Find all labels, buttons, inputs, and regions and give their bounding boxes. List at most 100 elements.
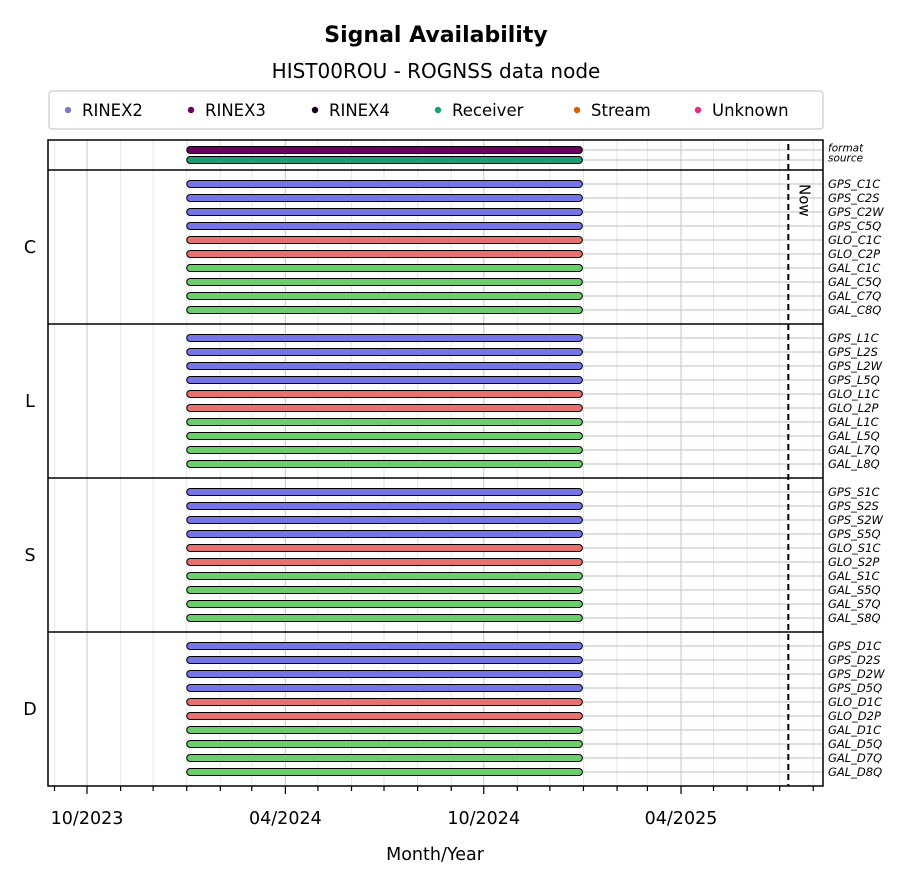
bar-gps_d2w — [186, 670, 583, 678]
row-label-source: source — [828, 153, 863, 165]
row-label-gps_c5q: GPS_C5Q — [828, 219, 881, 233]
bar-gps_c2s — [186, 194, 583, 202]
bar-gps_d2s — [186, 656, 583, 664]
bar-glo_l2p — [186, 404, 583, 412]
bar-gps_c5q — [186, 222, 583, 230]
bar-gal_l5q — [186, 432, 583, 440]
row-label-gal_d8q: GAL_D8Q — [828, 765, 882, 779]
row-label-gal_c5q: GAL_C5Q — [828, 275, 881, 289]
x-tick-label: 04/2025 — [645, 809, 718, 829]
bar-gal_c7q — [186, 292, 583, 300]
bar-gal_l8q — [186, 460, 583, 468]
legend-marker-stream — [573, 106, 581, 114]
row-label-gps_d2w: GPS_D2W — [828, 667, 885, 681]
row-label-gps_l5q: GPS_L5Q — [828, 373, 880, 387]
bar-gps_l5q — [186, 376, 583, 384]
row-label-gal_c8q: GAL_C8Q — [828, 303, 881, 317]
x-axis-label: Month/Year — [386, 845, 485, 865]
group-label-l: L — [25, 392, 35, 412]
row-label-gal_s7q: GAL_S7Q — [828, 597, 881, 611]
bar-gps_d5q — [186, 684, 583, 692]
bar-gal_s8q — [186, 614, 583, 622]
legend-label-receiver: Receiver — [452, 101, 524, 120]
group-separators — [48, 169, 823, 633]
bar-glo_s2p — [186, 558, 583, 566]
row-label-gal_d1c: GAL_D1C — [828, 723, 881, 737]
row-label-gps_s5q: GPS_S5Q — [828, 527, 881, 541]
row-label-gps_d5q: GPS_D5Q — [828, 681, 882, 695]
bar-gps_l1c — [186, 334, 583, 342]
row-label-gal_s1c: GAL_S1C — [828, 569, 880, 583]
x-tick-label: 10/2023 — [51, 809, 124, 829]
now-label: Now — [795, 184, 813, 217]
bar-gps_d1c — [186, 642, 583, 650]
row-label-gps_s1c: GPS_S1C — [828, 485, 880, 499]
group-label-s: S — [24, 546, 35, 566]
row-label-gal_l7q: GAL_L7Q — [828, 443, 880, 457]
row-label-gal_d5q: GAL_D5Q — [828, 737, 882, 751]
row-label-gps_c2w: GPS_C2W — [828, 205, 884, 219]
bars — [186, 146, 583, 776]
bar-gps_c2w — [186, 208, 583, 216]
row-label-gal_s5q: GAL_S5Q — [828, 583, 881, 597]
bar-gal_d8q — [186, 768, 583, 776]
row-label-glo_c2p: GLO_C2P — [828, 247, 880, 261]
bar-glo_d2p — [186, 712, 583, 720]
legend: RINEX2 RINEX3 RINEX4 Receiver Stream Unknown — [48, 90, 824, 130]
group-label-c: C — [24, 238, 36, 258]
plot-frame — [47, 139, 824, 787]
bar-glo_c2p — [186, 250, 583, 258]
bar-gal_s5q — [186, 586, 583, 594]
bar-gps_s2w — [186, 516, 583, 524]
bar-format — [186, 146, 583, 154]
row-label-gps_l2w: GPS_L2W — [828, 359, 883, 373]
legend-label-rinex2: RINEX2 — [82, 101, 143, 120]
x-tick-label: 04/2024 — [249, 809, 322, 829]
bar-source — [186, 156, 583, 164]
row-label-gps_l1c: GPS_L1C — [828, 331, 879, 345]
row-label-gal_d7q: GAL_D7Q — [828, 751, 882, 765]
group-label-d: D — [23, 700, 36, 720]
legend-marker-receiver — [434, 106, 442, 114]
row-label-format: format — [828, 143, 864, 155]
chart-subtitle: HIST00ROU - ROGNSS data node — [272, 59, 601, 83]
bar-glo_l1c — [186, 390, 583, 398]
row-label-gps_l2s: GPS_L2S — [828, 345, 878, 359]
row-label-gal_c1c: GAL_C1C — [828, 261, 880, 275]
legend-marker-unknown — [694, 106, 702, 114]
row-label-glo_l1c: GLO_L1C — [828, 387, 880, 401]
bar-gal_c1c — [186, 264, 583, 272]
row-label-gps_s2w: GPS_S2W — [828, 513, 884, 527]
row-label-glo_d1c: GLO_D1C — [828, 695, 882, 709]
row-label-gps_c2s: GPS_C2S — [828, 191, 880, 205]
bar-gal_d5q — [186, 740, 583, 748]
group-labels: C L S D — [23, 238, 36, 720]
bar-gps_l2w — [186, 362, 583, 370]
bar-gps_s5q — [186, 530, 583, 538]
bar-gal_l1c — [186, 418, 583, 426]
legend-label-rinex3: RINEX3 — [205, 101, 266, 120]
row-label-gal_l5q: GAL_L5Q — [828, 429, 880, 443]
row-label-gal_s8q: GAL_S8Q — [828, 611, 881, 625]
legend-marker-rinex2 — [64, 106, 72, 114]
row-label-gps_d1c: GPS_D1C — [828, 639, 881, 653]
row-label-gps_d2s: GPS_D2S — [828, 653, 880, 667]
bar-gal_s7q — [186, 600, 583, 608]
x-tick-label: 10/2024 — [447, 809, 520, 829]
bar-gps_c1c — [186, 180, 583, 188]
x-axis: 10/2023 04/2024 10/2024 04/2025 — [51, 786, 814, 829]
row-label-gps_c1c: GPS_C1C — [828, 177, 880, 191]
bar-glo_d1c — [186, 698, 583, 706]
row-label-gps_s2s: GPS_S2S — [828, 499, 879, 513]
bar-gal_c8q — [186, 306, 583, 314]
legend-marker-rinex3 — [187, 106, 195, 114]
row-label-glo_l2p: GLO_L2P — [828, 401, 878, 415]
bar-gps_s2s — [186, 502, 583, 510]
bar-gps_l2s — [186, 348, 583, 356]
legend-marker-rinex4 — [311, 106, 319, 114]
legend-label-rinex4: RINEX4 — [329, 101, 390, 120]
bar-gal_l7q — [186, 446, 583, 454]
row-label-glo_d2p: GLO_D2P — [828, 709, 881, 723]
